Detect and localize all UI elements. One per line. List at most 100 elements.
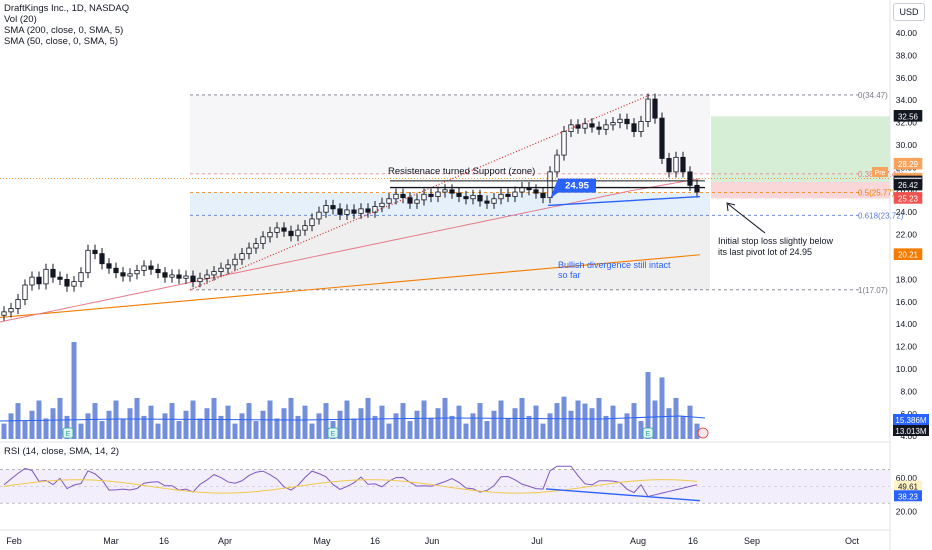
volume-bar bbox=[407, 421, 413, 439]
candle-body bbox=[365, 208, 371, 213]
volume-bar bbox=[22, 421, 28, 439]
volume-bar bbox=[337, 410, 343, 439]
volume-bar bbox=[582, 403, 588, 439]
earnings-marker-icon bbox=[62, 427, 74, 439]
currency-selector[interactable]: USD bbox=[893, 3, 925, 21]
candle-body bbox=[442, 189, 448, 193]
volume-bar bbox=[148, 405, 154, 439]
candle-body bbox=[141, 265, 147, 271]
candle-body bbox=[624, 118, 630, 125]
candle-body bbox=[1, 311, 7, 316]
price-tag bbox=[893, 248, 923, 260]
volume-bar bbox=[1, 423, 7, 439]
volume-bar bbox=[253, 421, 259, 439]
volume-bar bbox=[393, 413, 399, 439]
volume-bar bbox=[463, 423, 469, 439]
volume-bar bbox=[638, 421, 644, 439]
volume-bar bbox=[113, 400, 119, 439]
volume-bar bbox=[162, 413, 168, 439]
candle-body bbox=[281, 227, 287, 232]
time-axis-label: Apr bbox=[218, 536, 232, 546]
volume-bar bbox=[596, 397, 602, 439]
volume-bar bbox=[694, 423, 700, 439]
candle-body bbox=[393, 193, 399, 200]
price-tag-label: 28.29 bbox=[898, 160, 919, 169]
candle-body bbox=[358, 208, 364, 214]
candle-body bbox=[15, 299, 21, 309]
volume-bar bbox=[421, 400, 427, 439]
price-tick-label: 14.00 bbox=[896, 319, 918, 329]
vol-indicator-label: Vol (20) bbox=[4, 14, 37, 25]
volume-bar bbox=[610, 405, 616, 439]
candle-body bbox=[211, 271, 217, 276]
price-tick-label: 12.00 bbox=[896, 342, 918, 352]
price-tag bbox=[893, 110, 923, 122]
candle-body bbox=[421, 193, 427, 201]
volume-bar bbox=[589, 408, 595, 439]
candle-body bbox=[631, 123, 637, 132]
volume-bar bbox=[29, 410, 35, 439]
price-tag-label: 20.21 bbox=[898, 251, 919, 260]
price-tick-label: 38.00 bbox=[896, 50, 918, 60]
volume-bar bbox=[365, 397, 371, 439]
volume-bar bbox=[512, 408, 518, 439]
candle-body bbox=[260, 236, 266, 244]
stop-loss-arrow bbox=[727, 203, 766, 234]
candle-body bbox=[29, 276, 35, 286]
volume-bar bbox=[204, 408, 210, 439]
volume-bar bbox=[561, 396, 567, 439]
volume-bar bbox=[57, 397, 63, 439]
dividend-marker-icon bbox=[697, 427, 709, 439]
candle-body bbox=[71, 281, 77, 287]
fib-label: 0(34.47) bbox=[858, 91, 888, 100]
rsi-tag-label: 49.61 bbox=[898, 483, 919, 492]
price-tick-label: 24.00 bbox=[896, 207, 918, 217]
candle-body bbox=[477, 194, 483, 202]
time-axis-label: Feb bbox=[6, 536, 22, 546]
candle-body bbox=[295, 229, 301, 237]
candle-body bbox=[85, 249, 91, 274]
stop-zone bbox=[711, 181, 890, 199]
volume-bar bbox=[624, 413, 630, 439]
volume-bar bbox=[673, 397, 679, 439]
earnings-marker-glyph: E bbox=[646, 431, 651, 438]
candle-body bbox=[533, 189, 539, 194]
time-axis-label: Jul bbox=[531, 536, 543, 546]
candle-body bbox=[638, 121, 644, 132]
sma200-indicator-label: SMA (200, close, 0, SMA, 5) bbox=[4, 25, 124, 36]
candle-body bbox=[190, 275, 196, 283]
candle-body bbox=[134, 270, 140, 275]
rsi-line bbox=[3, 465, 698, 498]
candle-body bbox=[43, 268, 49, 285]
volume-bar bbox=[449, 415, 455, 439]
candle-body bbox=[169, 274, 175, 278]
volume-bar bbox=[134, 397, 140, 439]
volume-bar bbox=[232, 423, 238, 439]
volume-bar bbox=[295, 415, 301, 439]
volume-bar bbox=[274, 418, 280, 439]
volume-bar bbox=[183, 410, 189, 439]
candle-body bbox=[218, 267, 224, 272]
volume-bar bbox=[631, 403, 637, 439]
candle-body bbox=[582, 123, 588, 129]
time-axis-label: Aug bbox=[630, 536, 646, 546]
price-tag bbox=[893, 192, 923, 204]
candle-body bbox=[694, 184, 700, 193]
rsi-tag-label: 38.23 bbox=[898, 492, 919, 501]
volume-bar bbox=[372, 415, 378, 439]
volume-bar bbox=[533, 405, 539, 439]
candle-body bbox=[155, 268, 161, 274]
candle-body bbox=[162, 272, 168, 278]
volume-bar bbox=[470, 413, 476, 439]
volume-bar bbox=[505, 418, 511, 439]
candle-body bbox=[652, 98, 658, 119]
candle-body bbox=[456, 192, 462, 197]
volume-bar bbox=[78, 423, 84, 439]
candle-body bbox=[92, 249, 98, 255]
volume-bar bbox=[99, 421, 105, 439]
volume-bar bbox=[211, 397, 217, 439]
volume-bar bbox=[680, 415, 686, 439]
candle-body bbox=[316, 211, 322, 220]
candle-body bbox=[127, 273, 133, 277]
